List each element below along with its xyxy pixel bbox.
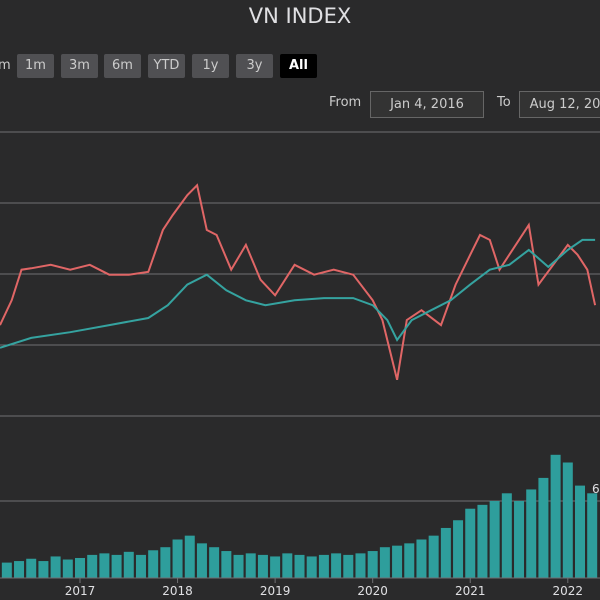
volume-bar xyxy=(440,527,451,578)
volume-bar xyxy=(538,477,549,578)
y-tick-label: 6 xyxy=(592,482,600,496)
range-button[interactable]: 1y xyxy=(192,54,229,78)
volume-bar xyxy=(270,556,281,578)
volume-bar xyxy=(367,551,378,578)
x-tick-label: 2020 xyxy=(357,584,388,598)
x-tick-label: 2017 xyxy=(65,584,96,598)
volume-bar xyxy=(111,554,122,578)
volume-bar xyxy=(514,501,525,578)
volume-bar xyxy=(404,543,415,578)
x-tick-label: 2021 xyxy=(455,584,486,598)
volume-bar xyxy=(135,554,146,578)
volume-bar xyxy=(575,485,585,578)
volume-bar xyxy=(26,558,37,578)
volume-bar xyxy=(50,556,61,578)
zoom-label: m xyxy=(0,58,11,73)
volume-bar xyxy=(233,554,244,578)
price-line xyxy=(0,238,596,349)
volume-bar xyxy=(526,489,537,578)
volume-bar xyxy=(489,501,500,578)
range-button[interactable]: 6m xyxy=(104,54,141,78)
volume-bar xyxy=(355,553,366,578)
volume-bar xyxy=(428,535,439,578)
chart-title: VN INDEX xyxy=(248,4,352,28)
volume-bar xyxy=(331,553,342,578)
volume-bar xyxy=(123,551,134,578)
volume-bar xyxy=(294,554,305,578)
volume-bar xyxy=(38,561,49,578)
volume-bar xyxy=(221,551,232,578)
volume-bar xyxy=(160,547,171,578)
volume-bar xyxy=(550,454,561,578)
from-label: From xyxy=(329,95,362,110)
volume-bar xyxy=(75,557,85,578)
x-tick-label: 2018 xyxy=(162,584,193,598)
volume-bar xyxy=(196,543,207,578)
to-input[interactable]: Aug 12, 20 xyxy=(519,91,600,118)
volume-bar xyxy=(453,520,464,578)
volume-bar xyxy=(62,559,73,578)
volume-bar xyxy=(148,550,159,578)
volume-bar xyxy=(379,547,390,578)
volume-bar xyxy=(465,508,476,578)
volume-bar xyxy=(416,539,427,578)
range-button[interactable]: All xyxy=(280,54,317,78)
volume-bar xyxy=(477,504,488,578)
volume-bar xyxy=(306,556,317,578)
x-tick-label: 2019 xyxy=(260,584,291,598)
volume-bar xyxy=(562,462,573,578)
volume-bar xyxy=(184,535,195,578)
volume-bar xyxy=(282,553,293,578)
volume-bar xyxy=(1,562,12,578)
price-line xyxy=(0,183,597,381)
volume-bar xyxy=(318,554,329,578)
volume-bar xyxy=(172,539,183,578)
volume-bar xyxy=(209,547,220,578)
volume-bar xyxy=(99,553,110,578)
range-button[interactable]: 3y xyxy=(236,54,273,78)
range-button[interactable]: YTD xyxy=(148,54,185,78)
volume-bar xyxy=(587,493,598,578)
from-input[interactable]: Jan 4, 2016 xyxy=(370,91,484,118)
range-button[interactable]: 1m xyxy=(17,54,54,78)
volume-bar xyxy=(343,554,354,578)
volume-bar xyxy=(87,554,98,578)
volume-bar xyxy=(14,561,25,578)
range-button[interactable]: 3m xyxy=(61,54,98,78)
volume-bar xyxy=(392,545,403,578)
to-label: To xyxy=(497,95,511,110)
volume-bar xyxy=(245,553,256,578)
volume-bar xyxy=(257,554,268,578)
x-tick-label: 2022 xyxy=(553,584,584,598)
volume-bar xyxy=(501,493,512,578)
